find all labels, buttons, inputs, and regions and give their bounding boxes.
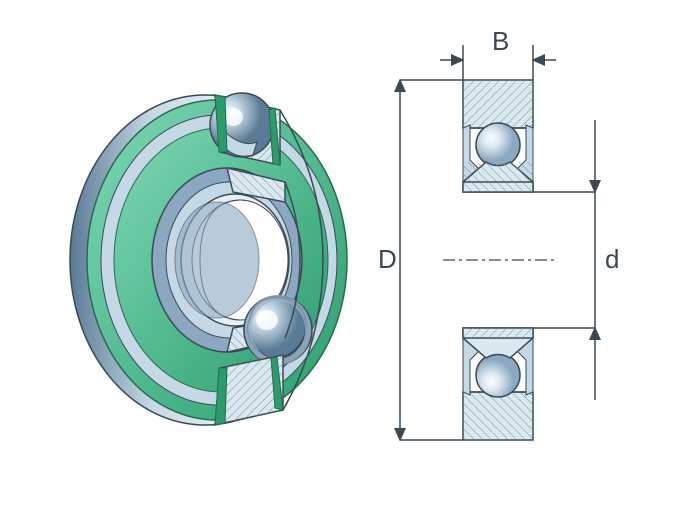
section-ball-top: [476, 123, 520, 167]
section-view: [443, 80, 556, 440]
section-bottom: [463, 328, 533, 440]
isometric-view: [70, 93, 347, 425]
section-ball-bottom: [476, 353, 520, 397]
bearing-diagram: B D d: [0, 0, 677, 507]
diagram-svg: B D d: [0, 0, 677, 507]
label-D: D: [378, 244, 397, 274]
label-d: d: [605, 244, 619, 274]
section-top: [463, 80, 533, 192]
label-B: B: [492, 26, 509, 56]
